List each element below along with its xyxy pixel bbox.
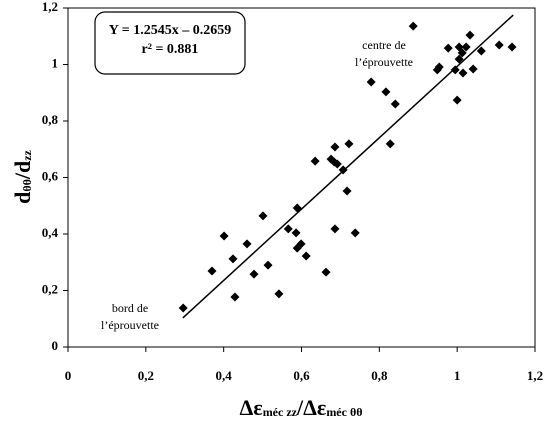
y-tick-label: 1,2: [42, 0, 58, 14]
annotation: l’éprouvette: [355, 55, 413, 69]
point: [390, 99, 400, 109]
point: [454, 54, 464, 64]
point: [468, 64, 478, 74]
x-axis-label-part: /Δε: [296, 395, 326, 420]
y-axis-label-part: /d: [10, 161, 35, 180]
point: [443, 43, 453, 53]
y-tick-label: 0,4: [42, 225, 59, 240]
equation-line: r² = 0.881: [142, 42, 199, 57]
point: [338, 165, 348, 175]
point: [494, 40, 504, 50]
y-axis-label-subscript: zz: [20, 149, 34, 160]
annotation: bord de: [112, 301, 148, 315]
x-tick-label: 0,6: [293, 368, 310, 383]
point: [291, 228, 301, 238]
equation-line: Y = 1.2545x – 0.2659: [109, 23, 232, 38]
point: [452, 95, 462, 105]
point: [330, 142, 340, 152]
annotation: l’éprouvette: [101, 318, 159, 332]
point: [344, 139, 354, 149]
y-tick-label: 0,8: [42, 112, 59, 127]
x-axis-label-part: Δε: [239, 395, 262, 420]
trendline: [182, 14, 514, 319]
equation-box: [94, 11, 246, 75]
point: [258, 211, 268, 221]
point: [296, 239, 306, 249]
x-tick-label: 0,4: [216, 368, 233, 383]
y-axis-label-part: d: [10, 192, 35, 204]
point: [219, 231, 229, 241]
x-axis-label: Δεméc zz/Δεméc θθ: [239, 395, 362, 420]
y-tick-label: 1: [52, 55, 59, 70]
y-axis-label-subscript: θθ: [20, 179, 34, 192]
point: [178, 303, 188, 313]
point: [310, 156, 320, 166]
point: [507, 42, 517, 52]
point: [292, 203, 302, 213]
point: [332, 159, 342, 169]
point: [350, 228, 360, 238]
point: [249, 269, 259, 279]
point: [230, 292, 240, 302]
y-axis-label: dθθ/dzz: [10, 149, 35, 203]
annotation: centre de: [362, 38, 406, 52]
point: [465, 30, 475, 40]
point: [301, 251, 311, 261]
point: [454, 42, 464, 52]
point: [457, 48, 467, 58]
x-tick-label: 1: [454, 368, 461, 383]
point: [228, 254, 238, 264]
point: [381, 87, 391, 97]
point: [342, 186, 352, 196]
y-tick-label: 0: [52, 338, 59, 353]
point: [242, 239, 252, 249]
point: [283, 224, 293, 234]
x-tick-label: 0: [65, 368, 72, 383]
y-tick-label: 0,2: [42, 281, 58, 296]
point: [366, 77, 376, 87]
point: [458, 68, 468, 78]
point: [476, 46, 486, 56]
point: [330, 224, 340, 234]
point: [461, 42, 471, 52]
x-tick-label: 0,8: [371, 368, 388, 383]
x-axis-label-subscript: méc zz: [263, 405, 298, 419]
point: [385, 139, 395, 149]
point: [408, 21, 418, 31]
point: [263, 260, 273, 270]
point: [207, 266, 217, 276]
point: [434, 62, 444, 72]
x-tick-label: 0,2: [138, 368, 154, 383]
point: [321, 267, 331, 277]
x-axis-label-subscript: méc θθ: [326, 405, 362, 419]
point: [450, 65, 460, 75]
y-tick-label: 0,6: [42, 168, 59, 183]
point: [274, 289, 284, 299]
x-tick-label: 1,2: [527, 368, 543, 383]
